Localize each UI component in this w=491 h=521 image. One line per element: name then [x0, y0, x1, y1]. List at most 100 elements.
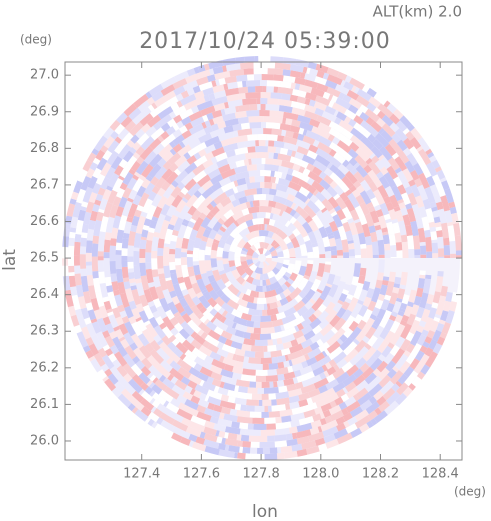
radar-cell	[343, 327, 354, 339]
radar-cell	[400, 207, 409, 216]
radar-cell	[270, 249, 278, 257]
radar-cell	[133, 265, 141, 280]
radar-cell	[349, 77, 365, 90]
radar-cell	[160, 180, 171, 191]
radar-cell	[317, 141, 332, 154]
radar-cell	[151, 269, 159, 278]
radar-cell	[170, 376, 178, 385]
radar-cell	[307, 260, 314, 265]
radar-cell	[332, 381, 346, 393]
radar-cell	[209, 308, 218, 317]
radar-cell	[323, 174, 334, 185]
radar-cell	[306, 445, 320, 455]
radar-cell	[335, 196, 347, 210]
radar-cell	[123, 281, 131, 290]
radar-cell	[132, 110, 147, 125]
radar-cell	[151, 216, 159, 222]
radar-cell	[372, 138, 384, 150]
radar-cell	[273, 74, 284, 82]
radar-cell	[183, 192, 192, 201]
radar-cell	[222, 263, 231, 274]
radar-cell	[365, 124, 379, 138]
radar-cell	[112, 196, 122, 207]
radar-cell	[369, 153, 376, 160]
radar-cell	[220, 181, 236, 193]
radar-cell	[353, 314, 364, 325]
radar-cell	[290, 64, 304, 73]
radar-cell	[109, 119, 121, 131]
radar-cell	[279, 209, 284, 217]
radar-cell	[392, 222, 401, 234]
radar-cell	[185, 426, 202, 438]
radar-cell	[182, 218, 190, 225]
radar-cell	[368, 383, 383, 398]
radar-cell	[290, 100, 301, 109]
radar-cell	[394, 232, 402, 243]
radar-cell	[193, 152, 202, 160]
radar-cell	[191, 347, 208, 361]
radar-cell	[454, 235, 462, 251]
radar-cell	[377, 110, 386, 120]
radar-cell	[211, 146, 225, 157]
radar-cell	[236, 290, 242, 298]
radar-cell	[202, 228, 211, 238]
radar-cell	[329, 410, 344, 422]
radar-cell	[274, 440, 288, 448]
radar-cell	[271, 128, 283, 136]
radar-cell	[313, 229, 323, 241]
radar-cell	[304, 215, 313, 224]
radar-cell	[283, 306, 297, 318]
radar-cell	[93, 352, 103, 363]
radar-cell	[227, 137, 235, 145]
radar-cell	[345, 423, 358, 434]
radar-cell	[223, 203, 232, 213]
radar-cell	[222, 250, 229, 259]
radar-cell	[144, 342, 155, 353]
radar-cell	[288, 181, 302, 192]
radar-cell	[245, 80, 261, 87]
radar-cell	[388, 209, 398, 221]
radar-cell	[291, 355, 307, 366]
radar-cell	[216, 202, 224, 211]
radar-cell	[188, 433, 198, 443]
radar-cell	[223, 318, 235, 328]
radar-cell	[311, 290, 322, 302]
radar-cell	[404, 370, 419, 387]
radar-cell	[284, 199, 294, 208]
radar-cell	[294, 325, 300, 333]
radar-cell	[118, 336, 126, 342]
radar-cell	[266, 134, 278, 141]
radar-cell	[160, 122, 171, 132]
radar-cell	[372, 254, 379, 258]
radar-cell	[126, 216, 134, 223]
radar-cell	[449, 301, 458, 312]
radar-cell	[226, 352, 234, 360]
radar-cell	[149, 390, 156, 397]
radar-cell	[169, 248, 176, 255]
radar-cell	[304, 240, 314, 253]
radar-cell	[180, 186, 189, 195]
radar-cell	[254, 363, 263, 371]
radar-cell	[210, 280, 221, 293]
radar-cell	[424, 229, 431, 238]
radar-cell	[172, 283, 184, 298]
radar-cell	[275, 189, 289, 200]
radar-cell	[319, 323, 334, 337]
radar-cell	[245, 219, 254, 228]
radar-cell	[254, 339, 268, 347]
radar-cell	[422, 168, 432, 179]
radar-cell	[105, 323, 115, 334]
radar-cell	[302, 168, 311, 177]
radar-cell	[403, 366, 415, 378]
radar-cell	[82, 345, 91, 353]
radar-cell	[321, 271, 330, 282]
radar-cell	[192, 85, 201, 94]
radar-cell	[368, 225, 376, 234]
radar-cell	[344, 109, 357, 120]
radar-cell	[430, 231, 438, 241]
radar-cell	[418, 148, 432, 166]
radar-cell	[254, 405, 265, 413]
radar-cell	[254, 230, 260, 237]
radar-cell	[255, 381, 262, 389]
radar-cell	[328, 235, 335, 240]
